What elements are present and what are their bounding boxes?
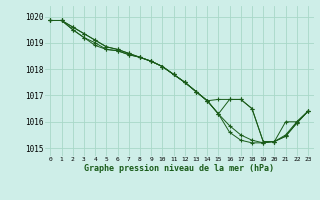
X-axis label: Graphe pression niveau de la mer (hPa): Graphe pression niveau de la mer (hPa) bbox=[84, 164, 274, 173]
